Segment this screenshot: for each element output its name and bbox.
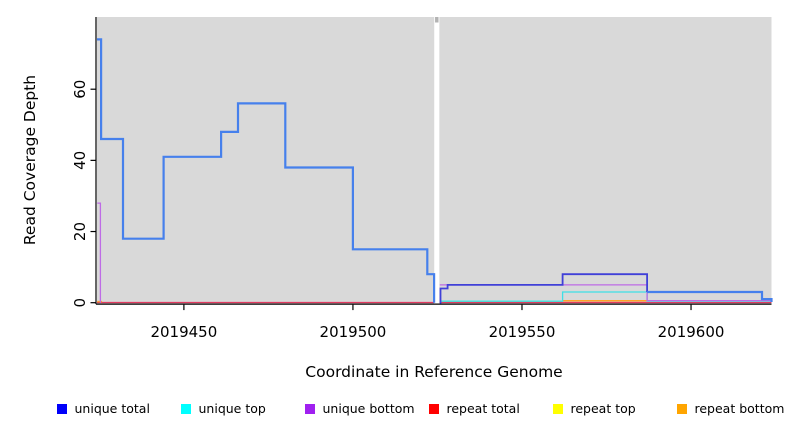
y-tick-label: 20: [71, 222, 89, 241]
repeat-total-swatch-icon: [429, 404, 439, 414]
masked-region: [434, 16, 440, 305]
legend-label: unique bottom: [322, 401, 415, 416]
legend: unique total unique top unique bottom re…: [0, 401, 792, 423]
series-unique-total-line: [439, 273, 648, 304]
x-tick-label: 2019600: [658, 323, 725, 341]
y-tick-label: 40: [71, 151, 89, 170]
legend-item-repeat-top: repeat top: [553, 401, 636, 417]
y-axis-label: Read Coverage Depth: [21, 74, 39, 246]
repeat-bottom-swatch-icon: [677, 404, 687, 414]
x-tick-label: 2019500: [320, 323, 387, 341]
x-tick-label: 2019550: [489, 323, 556, 341]
legend-item-repeat-total: repeat total: [429, 401, 520, 417]
legend-label: repeat top: [570, 401, 636, 416]
repeat-top-swatch-icon: [553, 404, 563, 414]
y-tick-label: 0: [71, 298, 89, 308]
x-tick-label: 2019450: [150, 323, 217, 341]
coverage-plot: 0 20 40 60 2019450 2019500 2019550 2019600: [71, 16, 773, 341]
legend-label: repeat total: [446, 401, 520, 416]
legend-label: unique top: [198, 401, 266, 416]
legend-item-unique-bottom: unique bottom: [305, 401, 415, 417]
masked-region-notch: [435, 17, 439, 23]
y-tick-label: 60: [71, 80, 89, 99]
x-axis-label: Coordinate in Reference Genome: [305, 363, 563, 381]
series-unique-bottom-line: [97, 202, 102, 303]
series-total-coverage-line: [97, 38, 436, 303]
unique-bottom-swatch-icon: [305, 404, 315, 414]
series-total-coverage-line: [647, 290, 773, 302]
legend-item-unique-total: unique total: [57, 401, 150, 417]
legend-label: repeat bottom: [694, 401, 785, 416]
legend-item-repeat-bottom: repeat bottom: [677, 401, 784, 417]
unique-top-swatch-icon: [181, 404, 191, 414]
unique-total-swatch-icon: [57, 404, 67, 414]
legend-label: unique total: [74, 401, 150, 416]
legend-item-unique-top: unique top: [181, 401, 266, 417]
